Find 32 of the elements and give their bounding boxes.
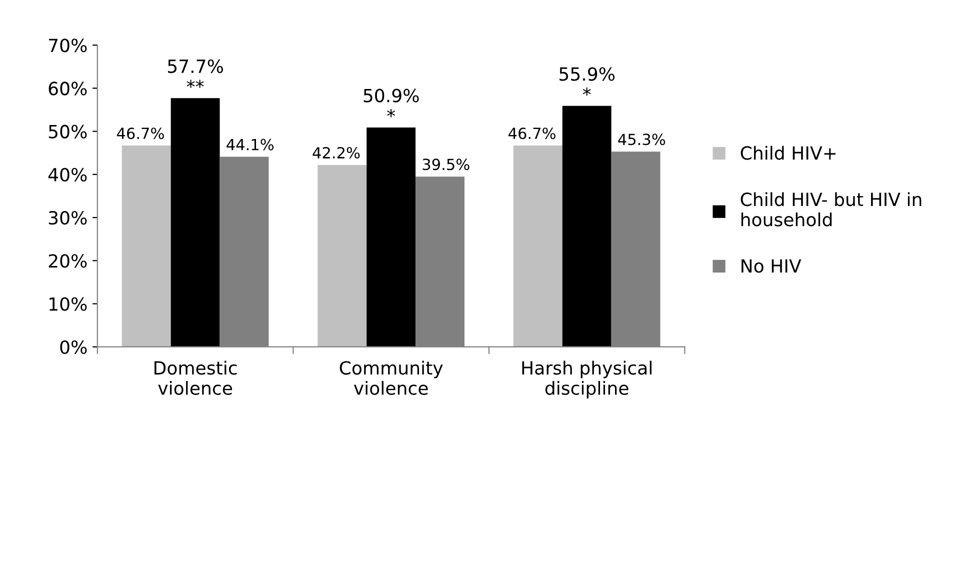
bar bbox=[122, 146, 171, 347]
data-label: 45.3% bbox=[618, 134, 666, 146]
data-label: 50.9% bbox=[364, 88, 419, 102]
y-tick-label: 30% bbox=[48, 211, 87, 225]
x-tick-label: Harsh physical discipline bbox=[522, 360, 652, 398]
legend-label: Child HIV- but HIV in household bbox=[740, 192, 922, 226]
data-label: 57.7% bbox=[168, 59, 223, 74]
data-label: 55.9% bbox=[560, 67, 615, 81]
data-label: 46.7% bbox=[508, 128, 556, 140]
y-tick-label: 40% bbox=[48, 168, 87, 182]
data-label: 44.1% bbox=[226, 138, 274, 150]
bar bbox=[513, 146, 562, 347]
x-tick-label: Domestic violence bbox=[154, 360, 237, 395]
legend-label: Child HIV+ bbox=[740, 146, 836, 160]
bar bbox=[318, 164, 367, 347]
data-label: 39.5% bbox=[422, 158, 470, 170]
y-tick-label: 20% bbox=[48, 254, 87, 268]
data-label: 42.2% bbox=[312, 146, 360, 159]
data-label: 46.7% bbox=[116, 128, 164, 140]
bar bbox=[170, 98, 220, 347]
legend-label: No HIV bbox=[742, 259, 802, 273]
bar bbox=[562, 106, 612, 347]
y-tick-label: 10% bbox=[50, 297, 87, 311]
annotation: * bbox=[387, 109, 396, 118]
y-tick-label: 60% bbox=[48, 82, 87, 96]
y-tick-label: 50% bbox=[48, 124, 87, 138]
y-tick-label: 70% bbox=[49, 38, 87, 52]
y-tick-label: 0% bbox=[60, 340, 87, 354]
annotation: * bbox=[582, 87, 591, 96]
annotation: ** bbox=[186, 80, 204, 88]
bar bbox=[366, 127, 416, 347]
x-tick-label: Community violence bbox=[340, 360, 443, 395]
